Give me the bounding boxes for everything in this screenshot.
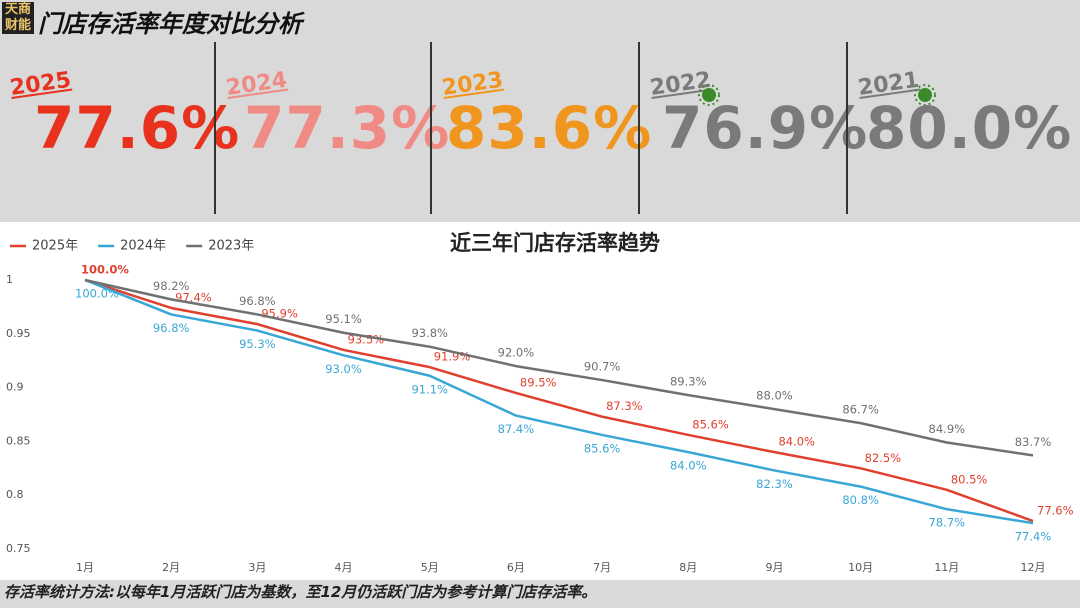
virus-icon (914, 84, 936, 106)
data-label: 87.4% (498, 422, 535, 436)
stat-card: 2023 83.6% (432, 42, 652, 214)
data-label: 87.3% (606, 399, 643, 413)
data-label: 86.7% (842, 403, 879, 417)
series-line (84, 278, 1034, 523)
logo-text: 天商 (4, 2, 31, 17)
x-tick-label: 2月 (162, 561, 180, 574)
data-label: 100.0% (81, 263, 129, 277)
data-label: 96.8% (239, 294, 276, 308)
data-label: 83.7% (1015, 435, 1052, 449)
x-tick-label: 1月 (76, 561, 94, 574)
data-label: 77.4% (1015, 530, 1052, 544)
footnote: 存活率统计方法:以每年1月活跃门店为基数，至12月仍活跃门店为参考计算门店存活率… (4, 583, 597, 601)
data-label: 98.2% (153, 279, 190, 293)
legend-label: 2023年 (208, 239, 254, 254)
page-title: 门店存活率年度对比分析 (38, 10, 302, 38)
x-tick-label: 12月 (1021, 561, 1046, 574)
data-label: 77.6% (1037, 504, 1074, 518)
stat-value: 80.0% (866, 94, 1073, 162)
legend-label: 2025年 (32, 239, 78, 254)
stat-card: 2021 80.0% (848, 42, 1080, 214)
divider (638, 42, 640, 214)
data-label: 84.0% (670, 459, 707, 473)
data-label: 89.5% (520, 375, 557, 389)
data-label: 91.1% (411, 382, 448, 396)
x-tick-label: 9月 (765, 561, 783, 574)
data-label: 82.5% (865, 451, 902, 465)
y-tick-label: 1 (6, 273, 13, 286)
divider (214, 42, 216, 214)
divider (430, 42, 432, 214)
data-label: 93.8% (411, 326, 448, 340)
x-tick-label: 4月 (335, 561, 353, 574)
y-tick-label: 0.75 (6, 542, 31, 555)
data-label: 88.0% (756, 389, 793, 403)
data-label: 80.5% (951, 472, 988, 486)
stat-value: 83.6% (446, 94, 653, 162)
x-tick-label: 8月 (679, 561, 697, 574)
x-tick-label: 5月 (421, 561, 439, 574)
stat-value: 77.6% (34, 94, 241, 162)
series-line (84, 278, 1034, 457)
data-label: 95.1% (325, 312, 362, 326)
data-label: 85.6% (584, 441, 621, 455)
data-label: 78.7% (929, 516, 966, 530)
data-label: 89.3% (670, 375, 707, 389)
data-label: 92.0% (498, 346, 535, 360)
stat-value: 77.3% (244, 94, 451, 162)
legend-label: 2024年 (120, 239, 166, 254)
chart-title: 近三年门店存活率趋势 (450, 231, 660, 255)
y-tick-label: 0.85 (6, 434, 31, 447)
data-label: 96.8% (153, 321, 190, 335)
x-tick-label: 11月 (934, 561, 959, 574)
stat-card: 2022 76.9% (640, 42, 868, 214)
y-tick-label: 0.8 (6, 488, 24, 501)
y-tick-label: 0.95 (6, 327, 31, 340)
x-tick-label: 10月 (848, 561, 873, 574)
divider (846, 42, 848, 214)
stat-card: 2025 77.6% (0, 42, 240, 214)
stat-card: 2024 77.3% (216, 42, 450, 214)
data-label: 84.9% (929, 422, 966, 436)
x-tick-label: 6月 (507, 561, 525, 574)
y-tick-label: 0.9 (6, 381, 24, 394)
data-label: 85.6% (692, 417, 729, 431)
data-label: 100.0% (75, 287, 119, 301)
data-label: 80.8% (842, 493, 879, 507)
data-label: 95.3% (239, 337, 276, 351)
virus-icon (698, 84, 720, 106)
data-label: 82.3% (756, 477, 793, 491)
stat-value: 76.9% (662, 94, 869, 162)
logo: 天商 财能 (2, 2, 34, 34)
data-label: 93.0% (325, 362, 362, 376)
data-label: 90.7% (584, 360, 621, 374)
data-label: 84.0% (778, 435, 815, 449)
logo-text: 财能 (4, 18, 31, 33)
x-tick-label: 3月 (248, 561, 266, 574)
series-line (84, 278, 1034, 525)
x-tick-label: 7月 (593, 561, 611, 574)
chart-background (0, 222, 1080, 580)
